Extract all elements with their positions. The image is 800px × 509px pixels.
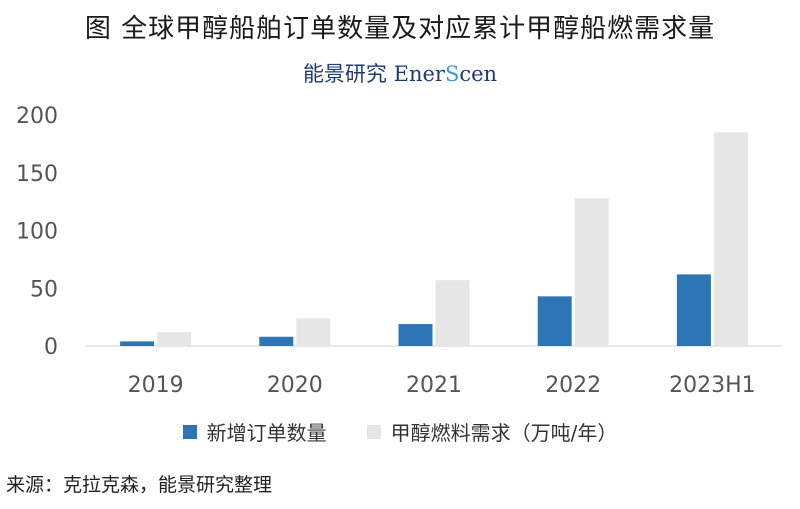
bar-demand: [157, 332, 192, 346]
chart-title: 图 全球甲醇船舶订单数量及对应累计甲醇船燃需求量: [84, 14, 716, 44]
bar-chart: 0 50 100 150 200 2019 2020 2021 2022 2023H1: [16, 104, 782, 398]
x-tick-label: 2022: [545, 373, 601, 398]
x-tick-label: 2021: [406, 373, 462, 398]
y-tick-label: 150: [16, 162, 58, 187]
bar-orders: [676, 274, 711, 346]
legend-label-demand: 甲醇燃料需求（万吨/年）: [390, 421, 618, 445]
y-tick-label: 100: [16, 220, 58, 245]
bar-demand: [713, 132, 748, 346]
bar-orders: [398, 324, 433, 346]
x-tick-label: 2020: [267, 373, 323, 398]
logo-en-prefix: Ener: [393, 62, 445, 86]
bar-demand: [574, 198, 609, 346]
legend-swatch-demand: [366, 424, 381, 439]
logo-cn: 能景研究: [302, 62, 387, 86]
legend-item-demand: 甲醇燃料需求（万吨/年）: [366, 417, 618, 446]
bar-orders: [537, 296, 572, 346]
bar-demand: [435, 280, 470, 346]
logo-en-suffix: cen: [459, 62, 498, 86]
bar-orders: [120, 341, 155, 346]
bar-demand: [296, 318, 331, 346]
x-tick-label: 2023H1: [669, 373, 756, 398]
legend-swatch-orders: [182, 424, 197, 439]
x-tick-label: 2019: [128, 373, 184, 398]
brand-logo: 能景研究 EnerScen: [0, 58, 800, 88]
legend-label-orders: 新增订单数量: [206, 421, 327, 445]
y-tick-label: 200: [16, 104, 58, 129]
y-tick-label: 50: [30, 277, 58, 302]
legend-item-orders: 新增订单数量: [182, 417, 327, 446]
bar-orders: [259, 336, 294, 346]
y-tick-label: 0: [44, 335, 58, 360]
source-note: 来源：克拉克森，能景研究整理: [6, 474, 273, 496]
legend: 新增订单数量 甲醇燃料需求（万吨/年）: [0, 417, 800, 446]
logo-en-s: S: [444, 62, 460, 86]
